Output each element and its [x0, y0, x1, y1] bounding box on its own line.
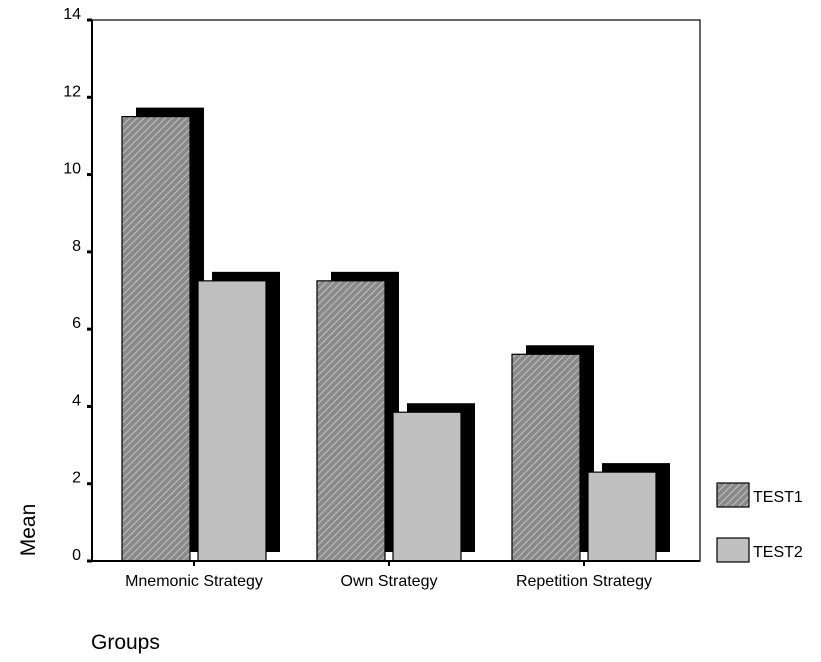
x-axis: Mnemonic Strategy Own Strategy Repetition …: [92, 560, 700, 590]
legend-label-test1: TEST1: [753, 489, 803, 506]
legend-swatch-test1: [716, 482, 750, 508]
legend: TEST1 TEST2: [716, 482, 803, 563]
bar-test2-0: [197, 280, 267, 562]
y-tick-label: 8: [72, 238, 81, 255]
x-tick-label: Mnemonic Strategy: [125, 573, 263, 590]
y-axis: 0 2 4 6 8 10 12 14: [63, 6, 93, 564]
y-tick-label: 0: [72, 547, 81, 564]
y-tick-label: 12: [63, 83, 81, 100]
x-tick-label: Repetition Strategy: [516, 573, 652, 590]
bar-test2-1: [392, 411, 462, 562]
y-tick-label: 6: [72, 315, 81, 332]
bar-test1-1: [316, 280, 386, 562]
x-axis-label: Groups: [91, 631, 160, 654]
y-tick-label: 10: [63, 161, 81, 178]
y-tick-label: 2: [72, 470, 81, 487]
bars: [121, 107, 670, 562]
y-tick-label: 4: [72, 392, 81, 409]
y-axis-label: Mean: [17, 504, 40, 557]
y-tick-label: 14: [63, 6, 81, 23]
x-tick-label: Own Strategy: [341, 573, 438, 590]
legend-swatch-test2: [716, 537, 750, 563]
bar-test2-2: [587, 471, 657, 562]
bar-test1-0: [121, 116, 191, 562]
bar-test1-2: [511, 353, 581, 562]
legend-label-test2: TEST2: [753, 544, 803, 561]
